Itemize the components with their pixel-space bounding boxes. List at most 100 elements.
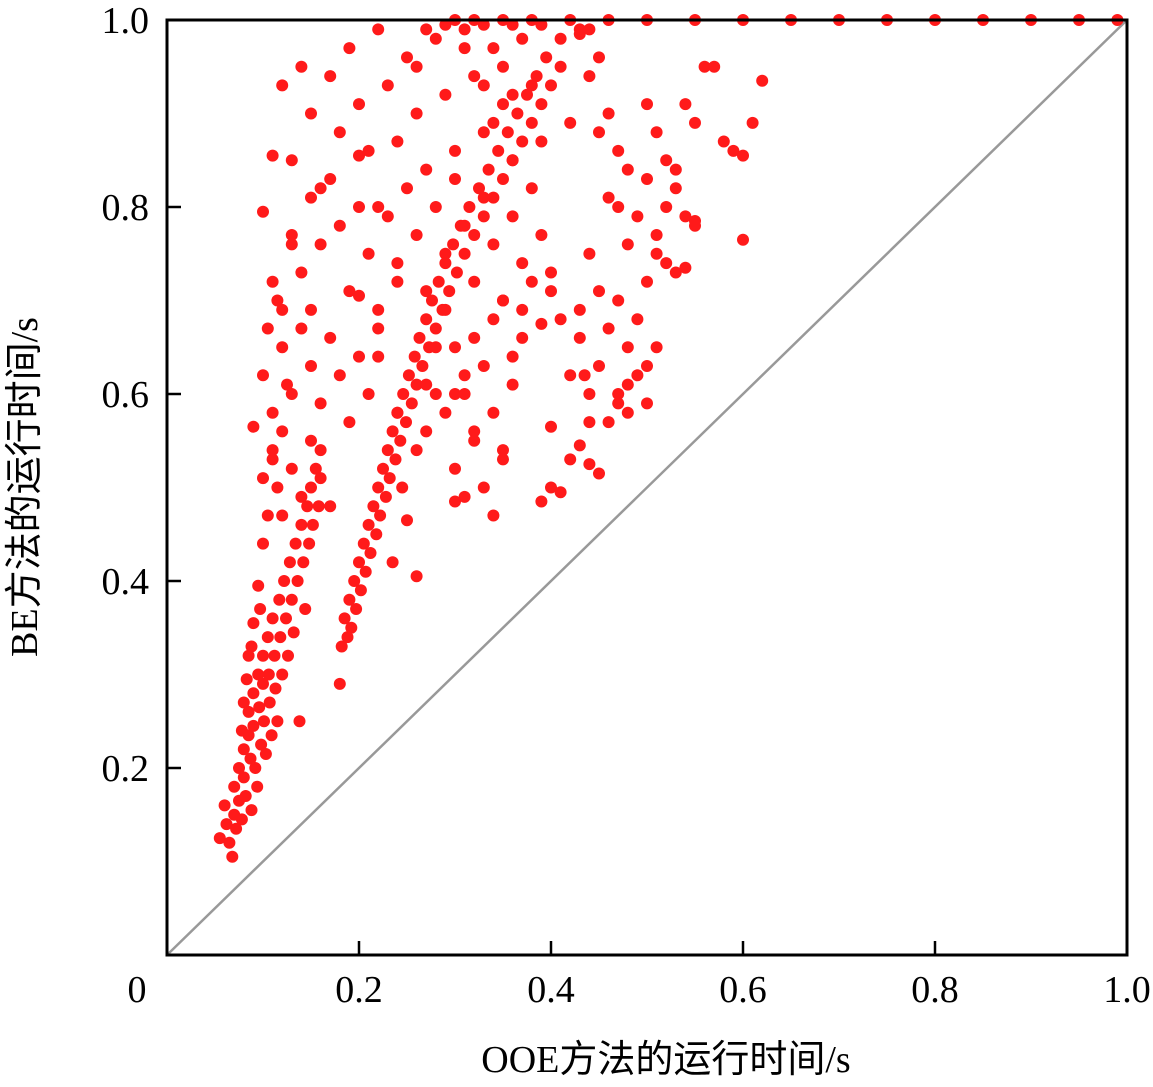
data-point [295,322,308,335]
data-point [689,215,701,227]
data-point [545,481,557,494]
data-point [583,416,596,429]
data-point [386,425,399,438]
data-point [271,294,284,307]
data-point [669,163,682,176]
data-point [254,603,267,615]
data-point [449,173,461,185]
data-point [353,289,365,302]
data-point [458,219,471,232]
data-point [410,570,423,583]
data-point [255,738,268,751]
data-point [487,116,500,129]
data-point [362,247,375,260]
data-point [468,275,481,288]
data-point [554,32,567,45]
data-point [458,369,471,382]
data-point [756,74,769,87]
data-point [405,397,418,410]
data-point [463,201,476,213]
x-tick-label: 1.0 [1103,969,1151,1011]
data-point [564,369,577,382]
data-point [257,472,269,485]
data-point [413,331,426,344]
data-point [449,495,461,508]
data-point [449,144,461,157]
data-point [305,481,317,494]
data-point [621,406,634,419]
data-point [573,439,586,452]
data-point [345,621,358,634]
data-point [401,51,413,64]
data-point [506,210,519,223]
data-point [506,88,519,101]
data-point [285,462,298,475]
data-point [473,182,485,195]
data-point [251,780,264,793]
data-point [420,285,433,298]
data-point [314,472,327,485]
data-point [468,434,481,447]
reference-diagonal-line [166,19,1128,956]
data-point [370,528,383,541]
data-point [439,406,452,419]
data-point [295,266,308,279]
data-point [679,210,692,223]
data-point [641,98,653,111]
data-point [276,509,289,522]
data-point [285,154,298,167]
data-point [333,219,346,232]
data-point [257,537,269,550]
data-point [261,509,274,522]
data-point [487,42,500,55]
data-point [283,556,296,569]
data-point [468,331,481,344]
data-point [401,514,413,527]
data-point [511,107,524,120]
data-point [276,668,289,681]
data-point [410,444,423,457]
data-point [458,247,471,260]
data-point [727,144,740,157]
data-point [218,799,231,812]
data-point [291,575,304,587]
data-point [650,126,663,139]
data-point [497,444,509,457]
y-tick-label: 0.2 [102,748,150,790]
data-point [233,762,245,774]
data-point [230,822,243,835]
data-point [641,397,653,410]
data-point [525,79,538,92]
data-point [252,579,265,592]
data-point [408,350,421,363]
data-point [420,378,433,391]
data-point [602,322,615,335]
data-point [353,556,365,569]
data-point [477,191,490,204]
data-point [535,98,548,111]
data-point [583,247,596,260]
data-point [359,565,372,578]
data-point [660,154,673,167]
data-point [573,28,586,40]
data-point [343,416,356,429]
data-point [350,603,363,615]
data-point [276,79,289,92]
data-point [410,60,423,73]
data-point [554,313,567,326]
data-point [650,247,663,260]
data-point [235,813,248,826]
data-point [305,434,317,447]
data-point [261,322,274,335]
data-point [273,593,286,606]
ticks-layer: 0 0.2 0.4 0.6 0.8 1.0 0.2 0.4 0.6 0.8 1.0 [102,0,1151,1011]
data-point [429,201,442,213]
data-point [357,537,370,550]
data-point [439,18,452,31]
data-point [268,649,281,662]
data-point [285,238,298,251]
data-point [497,98,509,111]
data-point [285,593,298,606]
data-point [303,537,316,550]
